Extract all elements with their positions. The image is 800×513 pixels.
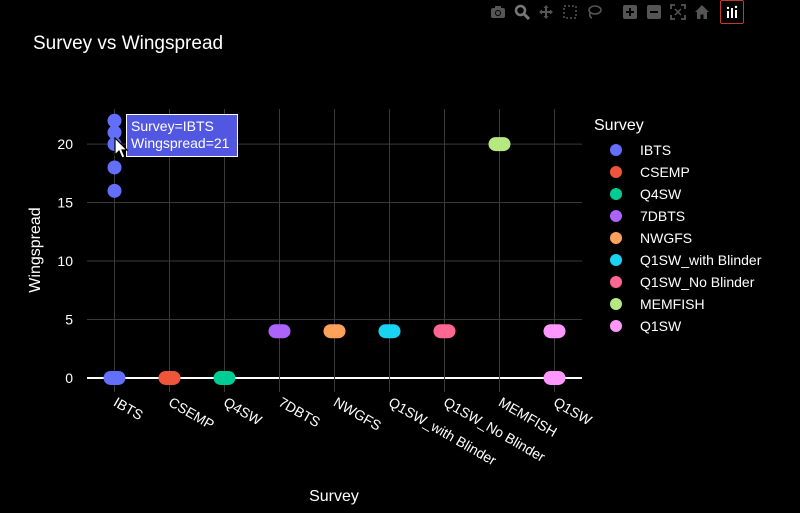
legend-label: MEMFISH bbox=[640, 296, 705, 312]
hover-tooltip: Survey=IBTS Wingspread=21 bbox=[126, 114, 238, 157]
reset-axes-icon[interactable] bbox=[692, 2, 712, 22]
legend-item[interactable]: MEMFISH bbox=[594, 293, 761, 315]
legend-label: Q1SW bbox=[640, 318, 682, 334]
zoom-icon[interactable] bbox=[512, 2, 532, 22]
legend-item[interactable]: CSEMP bbox=[594, 161, 761, 183]
legend-marker bbox=[610, 254, 622, 266]
data-point[interactable] bbox=[107, 113, 122, 128]
camera-icon[interactable] bbox=[488, 2, 508, 22]
x-tick-label: NWGFS bbox=[331, 394, 384, 434]
legend-item[interactable]: 7DBTS bbox=[594, 205, 761, 227]
legend-item[interactable]: Q1SW_No Blinder bbox=[594, 271, 761, 293]
legend-marker bbox=[610, 320, 622, 332]
pan-icon[interactable] bbox=[536, 2, 556, 22]
legend-marker bbox=[610, 210, 622, 222]
legend-marker bbox=[610, 298, 622, 310]
y-tick-label: 15 bbox=[57, 195, 73, 211]
x-axis-label: Survey bbox=[309, 488, 359, 505]
legend-marker bbox=[610, 144, 622, 156]
legend-marker bbox=[610, 276, 622, 288]
data-point[interactable] bbox=[543, 324, 566, 339]
legend-label: NWGFS bbox=[640, 230, 693, 246]
legend-item[interactable]: Q4SW bbox=[594, 183, 761, 205]
plotly-logo-icon[interactable] bbox=[720, 0, 744, 24]
chart-title: Survey vs Wingspread bbox=[33, 33, 224, 54]
data-point[interactable] bbox=[488, 137, 511, 152]
data-point[interactable] bbox=[323, 324, 346, 339]
y-tick-label: 10 bbox=[57, 253, 73, 269]
x-tick-label: Q1SW bbox=[551, 394, 595, 429]
legend-label: Q1SW_No Blinder bbox=[640, 274, 755, 290]
x-tick-label: 7DBTS bbox=[276, 394, 323, 430]
legend-label: CSEMP bbox=[640, 164, 690, 180]
tooltip-wingspread: Wingspread=21 bbox=[131, 135, 230, 151]
legend-label: Q1SW_with Blinder bbox=[640, 252, 762, 268]
autoscale-icon[interactable] bbox=[668, 2, 688, 22]
data-point[interactable] bbox=[543, 370, 566, 385]
data-point[interactable] bbox=[107, 183, 122, 198]
legend-item[interactable]: NWGFS bbox=[594, 227, 761, 249]
data-point[interactable] bbox=[107, 160, 122, 175]
y-tick-label: 0 bbox=[65, 370, 73, 386]
legend: Survey IBTS CSEMP Q4SW 7DBTS NWGFS Q1SW_with … bbox=[594, 117, 761, 337]
y-axis-label: Wingspread bbox=[27, 207, 44, 292]
legend-item[interactable]: Q1SW bbox=[594, 315, 761, 337]
legend-item[interactable]: IBTS bbox=[594, 139, 761, 161]
y-tick-label: 5 bbox=[65, 311, 73, 327]
zoom-out-icon[interactable] bbox=[644, 2, 664, 22]
modebar bbox=[486, 0, 746, 24]
data-point[interactable] bbox=[213, 370, 236, 385]
legend-marker bbox=[610, 166, 622, 178]
legend-item[interactable]: Q1SW_with Blinder bbox=[594, 249, 761, 271]
legend-title: Survey bbox=[594, 117, 644, 134]
data-point[interactable] bbox=[378, 324, 401, 339]
data-point[interactable] bbox=[103, 370, 126, 385]
box-select-icon[interactable] bbox=[560, 2, 580, 22]
legend-label: Q4SW bbox=[640, 186, 682, 202]
x-tick-label: IBTS bbox=[111, 394, 146, 423]
zoom-in-icon[interactable] bbox=[620, 2, 640, 22]
lasso-icon[interactable] bbox=[584, 2, 604, 22]
mouse-cursor-icon bbox=[114, 137, 129, 159]
tooltip-survey: Survey=IBTS bbox=[131, 118, 214, 134]
data-point[interactable] bbox=[158, 370, 181, 385]
legend-marker bbox=[610, 232, 622, 244]
data-point[interactable] bbox=[433, 324, 456, 339]
legend-label: 7DBTS bbox=[640, 208, 686, 224]
y-tick-label: 20 bbox=[57, 136, 73, 152]
data-point[interactable] bbox=[107, 125, 122, 140]
legend-label: IBTS bbox=[640, 142, 672, 158]
legend-marker bbox=[610, 188, 622, 200]
data-point[interactable] bbox=[268, 324, 291, 339]
x-tick-label: Q4SW bbox=[221, 394, 265, 429]
x-tick-label: CSEMP bbox=[166, 394, 217, 433]
